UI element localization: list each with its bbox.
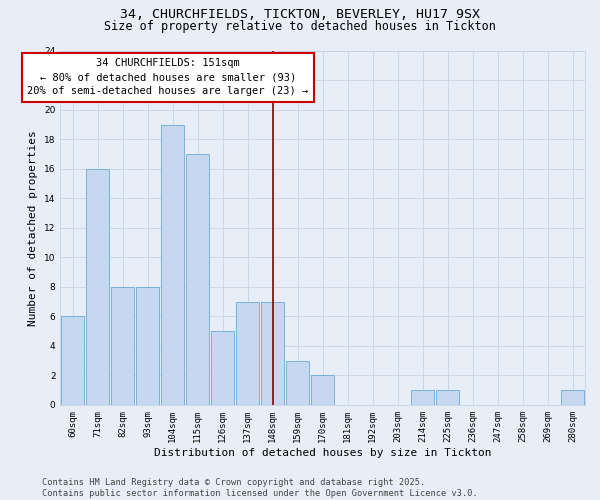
Bar bbox=[136, 287, 160, 405]
Text: 34, CHURCHFIELDS, TICKTON, BEVERLEY, HU17 9SX: 34, CHURCHFIELDS, TICKTON, BEVERLEY, HU1… bbox=[120, 8, 480, 20]
Bar bbox=[436, 390, 459, 405]
Bar bbox=[211, 331, 234, 405]
Text: Contains HM Land Registry data © Crown copyright and database right 2025.
Contai: Contains HM Land Registry data © Crown c… bbox=[42, 478, 478, 498]
Y-axis label: Number of detached properties: Number of detached properties bbox=[28, 130, 38, 326]
Bar bbox=[112, 287, 134, 405]
X-axis label: Distribution of detached houses by size in Tickton: Distribution of detached houses by size … bbox=[154, 448, 491, 458]
Text: Size of property relative to detached houses in Tickton: Size of property relative to detached ho… bbox=[104, 20, 496, 33]
Bar bbox=[286, 360, 309, 405]
Bar bbox=[187, 154, 209, 405]
Bar bbox=[311, 376, 334, 405]
Bar bbox=[236, 302, 259, 405]
Bar bbox=[561, 390, 584, 405]
Bar bbox=[86, 169, 109, 405]
Text: 34 CHURCHFIELDS: 151sqm
← 80% of detached houses are smaller (93)
20% of semi-de: 34 CHURCHFIELDS: 151sqm ← 80% of detache… bbox=[27, 58, 308, 96]
Bar bbox=[261, 302, 284, 405]
Bar bbox=[411, 390, 434, 405]
Bar bbox=[61, 316, 85, 405]
Bar bbox=[161, 124, 184, 405]
